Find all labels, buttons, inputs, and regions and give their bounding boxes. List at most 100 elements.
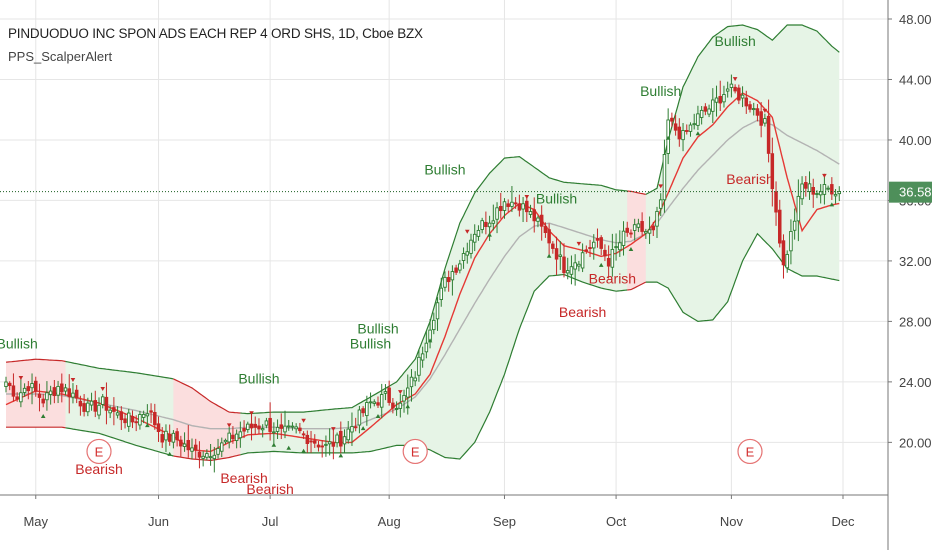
candle: [186, 424, 191, 458]
candle-body: [15, 396, 19, 400]
sell-signal-marker: [524, 195, 530, 200]
candle: [737, 84, 741, 105]
candle-body: [502, 201, 507, 211]
candle: [692, 113, 696, 130]
candle: [800, 176, 804, 205]
buy-signal-marker: [301, 448, 306, 453]
candle: [755, 104, 760, 122]
candle: [495, 202, 499, 234]
candle: [491, 204, 496, 231]
candle-body: [554, 248, 559, 260]
candle-body: [506, 203, 510, 207]
candle: [275, 419, 280, 439]
candle: [257, 418, 261, 434]
candle-body: [149, 410, 153, 413]
band-upper-line: [65, 360, 174, 380]
candle: [193, 438, 198, 459]
candle-body: [216, 448, 220, 455]
candle: [320, 439, 324, 458]
candle: [766, 99, 771, 163]
candle: [179, 435, 183, 457]
candle: [290, 422, 295, 431]
x-tick-label: Dec: [831, 514, 855, 529]
candle-body: [208, 456, 213, 459]
candle: [82, 394, 86, 417]
candle: [242, 420, 246, 439]
candle-body: [108, 409, 112, 414]
candle: [260, 424, 265, 438]
candle-body: [822, 184, 827, 195]
candle: [365, 395, 369, 426]
candle-body: [562, 256, 566, 274]
signal-labels: BullishBullishBullishBullishBullishBulli…: [0, 33, 774, 497]
candle-body: [52, 387, 57, 397]
candle: [714, 85, 719, 117]
candle: [227, 426, 231, 449]
candle: [41, 393, 45, 408]
moving-average-line: [5, 92, 840, 453]
candle-body: [324, 443, 328, 446]
candle: [216, 438, 220, 459]
candle: [190, 438, 194, 460]
candle-body: [353, 426, 358, 429]
candle: [379, 383, 384, 419]
buy-signal-marker: [598, 262, 604, 267]
candle: [387, 380, 391, 406]
signal-markers: [18, 77, 835, 458]
candle-body: [513, 202, 518, 205]
candle-body: [242, 427, 246, 432]
candle-body: [651, 225, 656, 231]
candle-body: [818, 191, 823, 196]
x-tick-label: Aug: [378, 514, 401, 529]
candle-body: [733, 86, 737, 92]
candle: [74, 385, 79, 404]
candle-body: [63, 387, 68, 392]
candle: [286, 419, 291, 431]
candle-body: [781, 240, 786, 266]
candle-body: [175, 431, 179, 441]
candle-body: [636, 223, 641, 228]
candle: [748, 100, 752, 113]
sell-signal-marker: [226, 423, 232, 428]
candle-body: [487, 222, 492, 228]
candle-body: [774, 191, 778, 213]
candle: [454, 264, 458, 275]
candle: [484, 211, 488, 235]
candle: [595, 228, 600, 248]
bearish-label: Bearish: [246, 481, 293, 497]
candle-body: [804, 182, 808, 189]
candle: [7, 381, 12, 391]
candle: [759, 102, 763, 138]
candle-body: [238, 431, 243, 439]
candle: [599, 235, 603, 256]
candle: [573, 254, 577, 286]
candle-body: [394, 408, 399, 410]
sell-signal-marker: [576, 241, 582, 246]
candle-body: [26, 386, 31, 392]
candle: [685, 124, 689, 135]
candle: [718, 80, 722, 111]
candle: [246, 421, 250, 433]
candle-body: [231, 434, 235, 440]
candle: [521, 196, 525, 223]
candle-body: [398, 402, 403, 409]
candle: [339, 421, 343, 454]
candle: [517, 194, 522, 217]
sell-signal-marker: [301, 418, 306, 423]
candle-body: [792, 220, 797, 231]
chart-title: PINDUODUO INC SPON ADS EACH REP 4 ORD SH…: [8, 26, 423, 41]
candle-body: [112, 407, 116, 412]
candle-body: [588, 247, 592, 249]
candle: [432, 312, 436, 335]
candle: [681, 122, 685, 152]
buy-signal-marker: [286, 445, 292, 450]
sell-signal-marker: [249, 411, 254, 416]
candle: [632, 218, 637, 241]
candle-body: [510, 201, 514, 207]
candle: [48, 385, 53, 405]
candle-body: [525, 200, 529, 213]
candle: [670, 112, 674, 127]
band-lower-line: [627, 281, 647, 291]
candle-body: [592, 241, 596, 249]
